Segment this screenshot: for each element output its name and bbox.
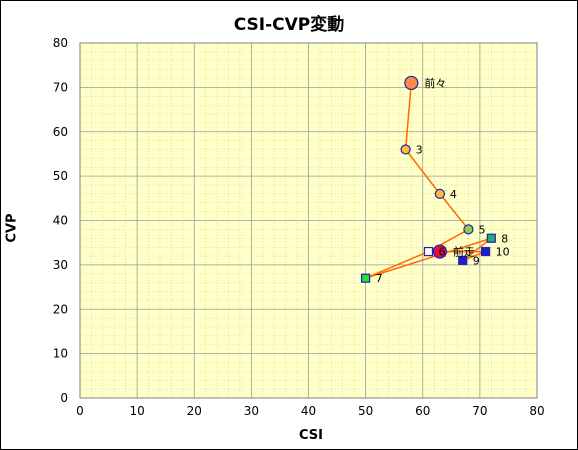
- x-tick-label: 70: [472, 404, 487, 418]
- data-point-marker: [404, 75, 419, 91]
- y-tick-label: 80: [53, 36, 68, 50]
- data-point-marker: [486, 233, 496, 243]
- x-tick-label: 60: [415, 404, 430, 418]
- x-tick-label: 40: [301, 404, 316, 418]
- y-tick-label: 60: [53, 125, 68, 139]
- data-point-label: 9: [473, 254, 480, 267]
- data-point-label: 4: [450, 188, 457, 201]
- data-point-marker: [458, 255, 468, 266]
- x-tick-label: 10: [129, 404, 144, 418]
- x-axis-label: CSI: [299, 428, 323, 443]
- y-tick-label: 70: [53, 80, 68, 94]
- data-point-marker: [480, 246, 491, 257]
- data-point-marker: [361, 273, 371, 283]
- plot-border: [79, 42, 538, 399]
- data-point-marker: [423, 246, 434, 257]
- series-line: [365, 82, 492, 279]
- data-point-marker: [432, 244, 447, 259]
- y-tick-label: 20: [53, 302, 68, 316]
- data-point-label: 10: [496, 246, 510, 259]
- y-tick-label: 30: [53, 258, 68, 272]
- x-tick-label: 20: [187, 404, 202, 418]
- y-tick-label: 50: [53, 169, 68, 183]
- data-point-label: 7: [376, 272, 383, 285]
- data-point-marker: [434, 188, 445, 199]
- data-point-label: 前々: [424, 76, 446, 90]
- data-point-label: 3: [416, 144, 423, 157]
- y-tick-label: 40: [53, 214, 68, 228]
- data-point-marker: [400, 144, 411, 155]
- x-tick-label: 80: [529, 404, 544, 418]
- data-point-label: 前走: [453, 245, 475, 259]
- y-tick-label: 10: [53, 347, 68, 361]
- y-tick-label: 0: [60, 391, 68, 405]
- data-point-marker: [463, 224, 474, 235]
- data-point-label: 6: [438, 246, 445, 259]
- x-tick-label: 30: [244, 404, 259, 418]
- x-tick-label: 50: [358, 404, 373, 418]
- chart-title: CSI-CVP変動: [233, 15, 345, 35]
- data-point-label: 5: [478, 223, 485, 236]
- data-point-label: 8: [501, 232, 508, 245]
- x-tick-label: 0: [76, 404, 84, 418]
